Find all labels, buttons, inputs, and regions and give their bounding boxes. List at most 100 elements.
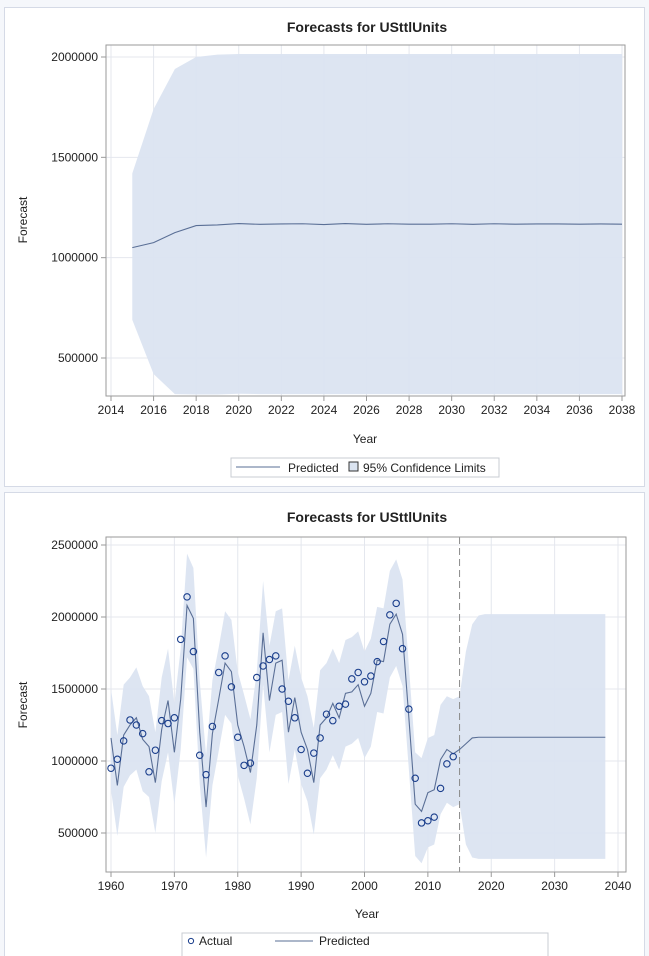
actual-point [411,774,419,783]
legend-predicted-label: Predicted [288,461,339,475]
y-tick-label: 2500000 [51,538,98,552]
chart-title: Forecasts for USttlUnits [287,509,447,525]
actual-point [348,675,356,683]
actual-point [335,702,343,711]
legend-confidence-swatch [348,461,359,472]
x-tick-label: 2036 [566,403,593,417]
actual-point [436,784,445,793]
actual-point [354,668,362,677]
y-tick-label: 2000000 [51,50,98,64]
actual-point [107,764,115,772]
y-tick-label: 1500000 [51,150,98,164]
forecast-chart-bottom: Forecasts for USttlUnits 1960 1970 1980 199… [16,509,632,956]
actual-point [113,755,122,764]
actual-point [430,813,438,821]
actual-point [291,714,299,722]
actual-point [424,817,432,825]
x-tick-label: 2030 [541,879,568,893]
actual-point [189,647,198,656]
actual-point [272,652,280,660]
x-tick-label: 1980 [224,879,251,893]
legend: Actual Predicted [181,932,549,956]
x-tick-label: 2024 [311,403,338,417]
confidence-band [111,553,606,864]
x-tick-label: 2030 [438,403,465,417]
x-tick-label: 2018 [183,403,210,417]
actual-point [138,729,147,738]
actual-point [398,644,407,653]
actual-point [341,700,350,708]
actual-point [119,737,128,745]
x-tick-label: 2000 [351,879,378,893]
actual-point [253,673,261,682]
actual-point [297,745,305,754]
actual-point [208,722,217,731]
legend-actual-label: Actual [199,934,232,948]
predicted-line [132,223,623,249]
x-tick-label: 2020 [225,403,252,417]
y-axis-label: Forecast [16,196,30,243]
actual-point [183,593,191,601]
actual-point [221,652,229,660]
legend: Predicted 95% Confidence Limits [230,457,500,478]
x-tick-label: 1960 [98,879,125,893]
legend-confidence-label: 95% Confidence Limits [363,461,486,475]
x-tick-label: 2038 [609,403,636,417]
actual-point [373,657,381,666]
actual-point [126,716,134,724]
actual-point [449,752,457,761]
y-tick-label: 1000000 [51,754,98,768]
x-axis-label: Year [353,432,377,446]
x-tick-label: 2010 [415,879,442,893]
actual-point [443,760,451,768]
actual-point [132,721,141,729]
actual-point [240,761,248,770]
actual-point [265,655,274,664]
actual-point [164,719,172,728]
actual-point [360,678,369,686]
actual-point [303,769,312,777]
actual-point [284,697,293,705]
x-tick-label: 2014 [98,403,125,417]
actual-point [329,716,337,725]
actual-point [195,751,204,759]
predicted-line [110,603,606,813]
y-tick-label: 500000 [58,826,98,840]
actual-point [259,662,267,670]
y-tick-label: 1000000 [51,251,98,265]
x-tick-label: 2016 [140,403,167,417]
x-tick-label: 2034 [523,403,550,417]
forecast-panel-bottom: Forecasts for USttlUnits 1960 1970 1980 199… [4,492,645,956]
actual-point [322,710,331,718]
x-tick-label: 2032 [481,403,508,417]
actual-point [386,611,394,619]
forecast-panel-top: Forecasts for USttlUnits 2014 2016 2018 202… [4,7,645,487]
forecast-chart-top: Forecasts for USttlUnits 2014 2016 2018 202… [16,19,636,478]
actual-point [227,683,236,691]
y-tick-label: 2000000 [51,610,98,624]
actual-point [214,668,223,677]
x-tick-label: 2022 [268,403,295,417]
y-tick-label: 500000 [58,351,98,365]
legend-actual-marker [187,937,195,945]
actual-point [170,714,179,722]
actual-point [316,734,324,742]
actual-point [145,768,153,776]
plot-frame [105,536,627,873]
chart-title: Forecasts for USttlUnits [287,19,447,35]
x-tick-label: 2020 [478,879,505,893]
x-tick-label: 1990 [288,879,315,893]
actual-point [405,705,413,713]
actual-point [310,749,318,757]
actual-point [278,685,286,693]
x-tick-label: 1970 [161,879,188,893]
actual-point [379,637,388,646]
x-axis-label: Year [355,907,379,921]
y-tick-label: 1500000 [51,682,98,696]
actual-point [234,733,242,741]
actual-point [392,599,400,608]
actual-point [202,770,210,779]
actual-point [367,672,375,680]
actual-point [151,746,160,754]
legend-predicted-label: Predicted [319,934,370,948]
